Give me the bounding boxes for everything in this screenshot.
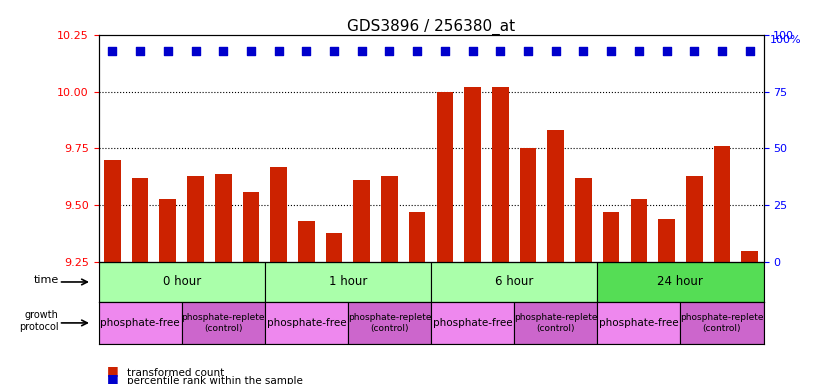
Point xyxy=(632,48,645,54)
Bar xyxy=(713,146,731,262)
Point xyxy=(355,48,369,54)
Bar xyxy=(465,87,481,262)
Point xyxy=(604,48,617,54)
Point xyxy=(577,48,590,54)
Bar xyxy=(181,301,264,344)
Text: 100%: 100% xyxy=(770,35,802,45)
Bar xyxy=(132,178,149,262)
Point xyxy=(466,48,479,54)
Bar xyxy=(99,301,181,344)
Bar xyxy=(658,219,675,262)
Point xyxy=(161,48,174,54)
Bar xyxy=(681,301,764,344)
Bar xyxy=(741,251,758,262)
Bar xyxy=(603,212,620,262)
Point xyxy=(300,48,313,54)
Bar xyxy=(598,262,764,301)
Text: 24 hour: 24 hour xyxy=(658,275,704,288)
Point xyxy=(715,48,728,54)
Point xyxy=(134,48,147,54)
Text: ■: ■ xyxy=(107,364,118,377)
Point xyxy=(493,48,507,54)
Bar xyxy=(514,301,598,344)
Bar xyxy=(437,91,453,262)
Point xyxy=(521,48,534,54)
Bar xyxy=(99,262,264,301)
Bar xyxy=(348,301,431,344)
Title: GDS3896 / 256380_at: GDS3896 / 256380_at xyxy=(347,18,515,35)
Bar xyxy=(215,174,232,262)
Bar xyxy=(492,87,509,262)
Bar xyxy=(431,262,598,301)
Text: phosphate-free: phosphate-free xyxy=(100,318,180,328)
Text: phosphate-replete
(control): phosphate-replete (control) xyxy=(681,313,764,333)
Text: ■: ■ xyxy=(107,372,118,384)
Text: growth
protocol: growth protocol xyxy=(19,310,58,331)
Bar xyxy=(326,233,342,262)
Text: time: time xyxy=(34,275,58,285)
Point xyxy=(660,48,673,54)
Point xyxy=(328,48,341,54)
Text: phosphate-free: phosphate-free xyxy=(599,318,679,328)
Text: percentile rank within the sample: percentile rank within the sample xyxy=(127,376,303,384)
Bar xyxy=(159,199,177,262)
Point xyxy=(688,48,701,54)
Text: phosphate-replete
(control): phosphate-replete (control) xyxy=(348,313,431,333)
Bar xyxy=(298,222,314,262)
Point xyxy=(106,48,119,54)
Bar xyxy=(187,176,204,262)
Bar xyxy=(264,301,348,344)
Text: phosphate-replete
(control): phosphate-replete (control) xyxy=(181,313,265,333)
Point xyxy=(549,48,562,54)
Bar xyxy=(354,180,370,262)
Point xyxy=(743,48,756,54)
Bar xyxy=(264,262,431,301)
Point xyxy=(272,48,285,54)
Bar xyxy=(409,212,425,262)
Point xyxy=(189,48,202,54)
Text: phosphate-replete
(control): phosphate-replete (control) xyxy=(514,313,598,333)
Bar xyxy=(381,176,398,262)
Bar xyxy=(243,192,259,262)
Bar xyxy=(631,199,647,262)
Text: phosphate-free: phosphate-free xyxy=(267,318,346,328)
Point xyxy=(217,48,230,54)
Bar xyxy=(576,178,592,262)
Text: phosphate-free: phosphate-free xyxy=(433,318,512,328)
Text: 0 hour: 0 hour xyxy=(163,275,201,288)
Point xyxy=(245,48,258,54)
Point xyxy=(410,48,424,54)
Bar xyxy=(104,160,121,262)
Bar xyxy=(431,301,514,344)
Text: 6 hour: 6 hour xyxy=(495,275,534,288)
Bar xyxy=(686,176,703,262)
Point xyxy=(383,48,396,54)
Text: 1 hour: 1 hour xyxy=(328,275,367,288)
Bar xyxy=(520,149,536,262)
Point xyxy=(438,48,452,54)
Text: transformed count: transformed count xyxy=(127,368,224,378)
Bar xyxy=(270,167,287,262)
Bar xyxy=(598,301,681,344)
Bar xyxy=(548,130,564,262)
